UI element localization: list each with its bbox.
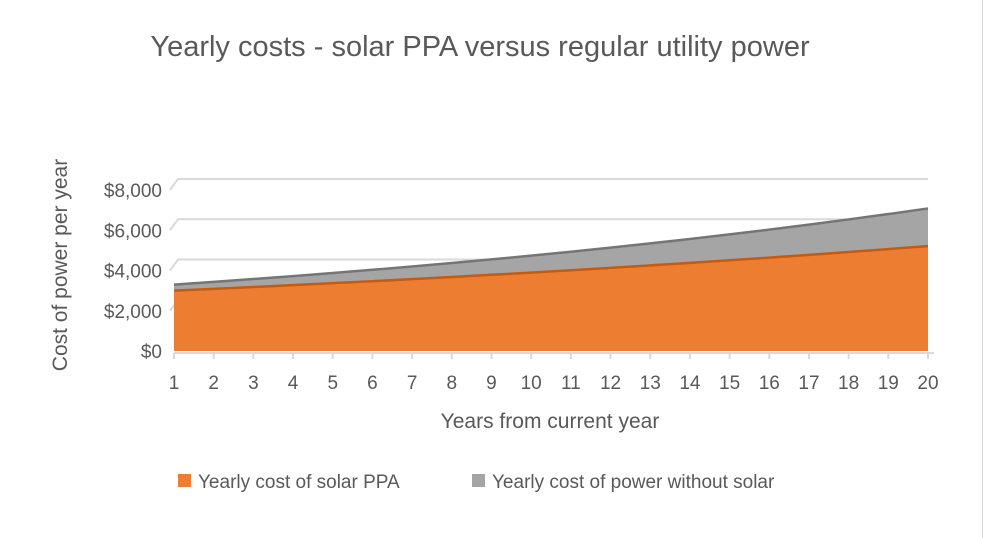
legend-swatch: [472, 474, 485, 487]
x-tick-label: 7: [407, 373, 418, 394]
x-tick-label: 16: [759, 373, 780, 394]
y-tick-label: $8,000: [104, 181, 162, 202]
gridline: [169, 218, 928, 231]
x-axis-label: Years from current year: [441, 410, 660, 433]
series-area: [174, 246, 928, 351]
y-axis-ticks: $0 $2,000 $4,000 $6,000 $8,000: [104, 181, 162, 363]
x-tick-label: 11: [561, 373, 581, 394]
y-tick-label: $0: [141, 342, 162, 363]
y-tick-label: $6,000: [104, 221, 162, 242]
x-tick-label: 3: [248, 373, 259, 394]
legend-label: Yearly cost of solar PPA: [198, 472, 400, 493]
chart-title: Yearly costs - solar PPA versus regular …: [150, 31, 810, 63]
x-tick-label: 10: [521, 373, 542, 394]
series-line: [173, 207, 929, 286]
x-tick-label: 19: [878, 373, 899, 394]
y-axis-label: Cost of power per year: [49, 159, 72, 371]
x-tick-label: 20: [917, 373, 938, 394]
x-tick-label: 6: [367, 373, 378, 394]
x-tick-label: 1: [169, 373, 180, 394]
legend: Yearly cost of solar PPA Yearly cost of p…: [178, 472, 775, 493]
x-tick-label: 12: [600, 373, 621, 394]
x-tick-label: 5: [327, 373, 338, 394]
x-tick-label: 17: [798, 373, 819, 394]
x-axis-ticks: 1 2 3 4 5 6 7 8 9 10 11 12 13 14 15 16 17 18 19 20: [169, 352, 939, 394]
x-tick-label: 9: [486, 373, 497, 394]
x-tick-label: 2: [208, 373, 219, 394]
series-line: [173, 244, 929, 292]
legend-swatch: [178, 474, 191, 487]
y-tick-label: $2,000: [104, 302, 162, 323]
x-tick-label: 18: [838, 373, 859, 394]
x-tick-label: 14: [679, 373, 701, 394]
y-tick-label: $4,000: [104, 262, 162, 283]
x-tick-label: 4: [288, 373, 299, 394]
x-tick-label: 15: [719, 373, 740, 394]
x-tick-label: 13: [640, 373, 661, 394]
legend-label: Yearly cost of power without solar: [492, 472, 775, 493]
series-areas: [173, 207, 929, 351]
x-tick-label: 8: [447, 373, 458, 394]
gridline: [169, 178, 928, 191]
